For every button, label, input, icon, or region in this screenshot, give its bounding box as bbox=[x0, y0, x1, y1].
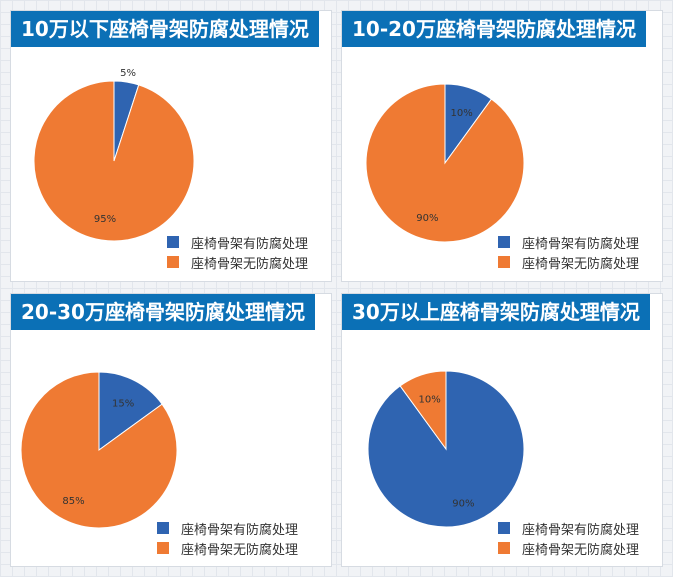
chart-panel-under-100k: 10万以下座椅骨架防腐处理情况 5% 95% 座椅骨架有防腐处理 座椅骨架无防腐处… bbox=[10, 10, 332, 282]
legend-item-with-treatment: 座椅骨架有防腐处理 bbox=[498, 232, 639, 252]
legend-item-with-treatment: 座椅骨架有防腐处理 bbox=[157, 518, 298, 538]
pie-data-label: 10% bbox=[450, 108, 472, 119]
legend-item-with-treatment: 座椅骨架有防腐处理 bbox=[498, 518, 639, 538]
pie-data-label: 10% bbox=[418, 395, 440, 406]
legend-label: 座椅骨架有防腐处理 bbox=[522, 522, 640, 538]
legend-swatch-without-treatment bbox=[498, 256, 510, 268]
pie-slice-1 bbox=[365, 83, 525, 243]
legend-swatch-without-treatment bbox=[498, 542, 510, 554]
pie-chart: 10% 90% bbox=[365, 83, 525, 243]
legend-label: 座椅骨架有防腐处理 bbox=[522, 236, 640, 252]
legend-item-without-treatment: 座椅骨架无防腐处理 bbox=[498, 252, 639, 272]
chart-panel-200k-300k: 20-30万座椅骨架防腐处理情况 15% 85% 座椅骨架有防腐处理 座椅骨架无防… bbox=[10, 293, 332, 567]
pie-chart: 15% 85% bbox=[20, 371, 178, 529]
legend-label: 座椅骨架无防腐处理 bbox=[181, 542, 299, 558]
pie-slice-1 bbox=[399, 370, 447, 451]
legend-label: 座椅骨架无防腐处理 bbox=[191, 256, 309, 272]
legend-swatch-with-treatment bbox=[167, 236, 179, 248]
chart-title: 10-20万座椅骨架防腐处理情况 bbox=[342, 11, 646, 47]
legend-item-without-treatment: 座椅骨架无防腐处理 bbox=[157, 538, 298, 558]
legend-item-with-treatment: 座椅骨架有防腐处理 bbox=[167, 232, 308, 252]
pie-data-label: 5% bbox=[120, 68, 136, 79]
legend-label: 座椅骨架有防腐处理 bbox=[191, 236, 309, 252]
legend-swatch-with-treatment bbox=[498, 236, 510, 248]
legend: 座椅骨架有防腐处理 座椅骨架无防腐处理 bbox=[167, 232, 308, 272]
legend-swatch-without-treatment bbox=[157, 542, 169, 554]
pie-slice-1 bbox=[33, 80, 195, 242]
legend-swatch-with-treatment bbox=[498, 522, 510, 534]
legend-swatch-without-treatment bbox=[167, 256, 179, 268]
legend-item-without-treatment: 座椅骨架无防腐处理 bbox=[498, 538, 639, 558]
chart-title: 10万以下座椅骨架防腐处理情况 bbox=[11, 11, 319, 47]
pie-data-label: 15% bbox=[112, 399, 134, 410]
pie-data-label: 90% bbox=[452, 498, 474, 509]
pie-data-label: 90% bbox=[416, 213, 438, 224]
legend-label: 座椅骨架无防腐处理 bbox=[522, 542, 640, 558]
pie-slice-1 bbox=[20, 371, 178, 529]
legend: 座椅骨架有防腐处理 座椅骨架无防腐处理 bbox=[157, 518, 298, 558]
pie-chart: 5% 95% bbox=[33, 68, 195, 242]
legend: 座椅骨架有防腐处理 座椅骨架无防腐处理 bbox=[498, 232, 639, 272]
pie-chart: 90% 10% bbox=[367, 370, 525, 528]
legend-label: 座椅骨架有防腐处理 bbox=[181, 522, 299, 538]
legend: 座椅骨架有防腐处理 座椅骨架无防腐处理 bbox=[498, 518, 639, 558]
chart-title: 30万以上座椅骨架防腐处理情况 bbox=[342, 294, 650, 330]
chart-panel-100k-200k: 10-20万座椅骨架防腐处理情况 10% 90% 座椅骨架有防腐处理 座椅骨架无防… bbox=[341, 10, 663, 282]
legend-item-without-treatment: 座椅骨架无防腐处理 bbox=[167, 252, 308, 272]
pie-data-label: 95% bbox=[94, 214, 116, 225]
pie-slice-0 bbox=[98, 371, 163, 451]
legend-swatch-with-treatment bbox=[157, 522, 169, 534]
legend-label: 座椅骨架无防腐处理 bbox=[522, 256, 640, 272]
chart-panel-over-300k: 30万以上座椅骨架防腐处理情况 90% 10% 座椅骨架有防腐处理 座椅骨架无防腐… bbox=[341, 293, 663, 567]
pie-data-label: 85% bbox=[62, 496, 84, 507]
chart-title: 20-30万座椅骨架防腐处理情况 bbox=[11, 294, 315, 330]
